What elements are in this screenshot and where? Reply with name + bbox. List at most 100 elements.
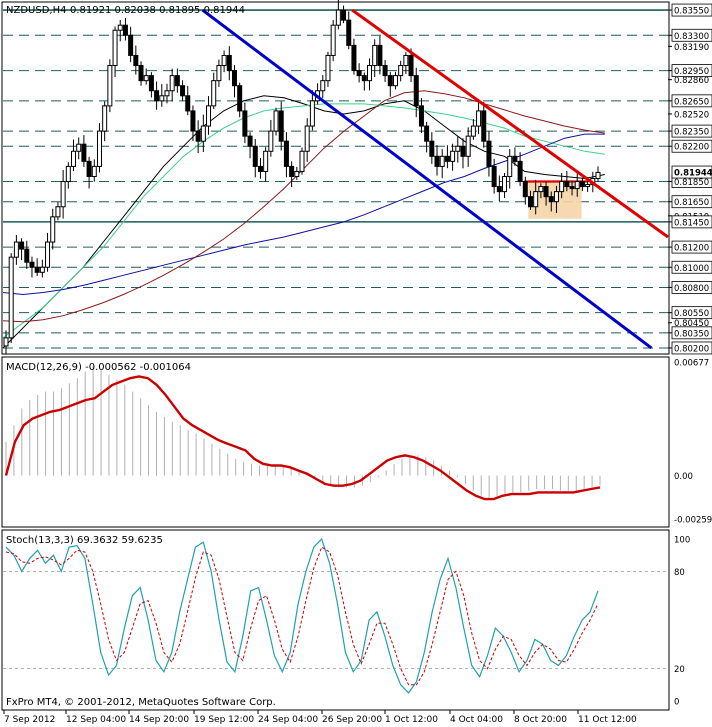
candle-body	[247, 135, 253, 147]
candle-body	[341, 9, 347, 21]
candle-body	[154, 90, 160, 102]
candle-body	[122, 24, 128, 36]
stoch-tick-label: 0	[674, 698, 679, 708]
price-tick-label: 0.81200	[674, 244, 709, 254]
candle-body	[387, 75, 393, 87]
candle-body	[86, 160, 92, 177]
candle-body	[289, 165, 295, 177]
candle-body	[325, 54, 331, 82]
candle-body	[294, 170, 300, 177]
candle-body	[164, 90, 170, 97]
candle-body	[112, 29, 118, 67]
candle-body	[330, 24, 336, 56]
candle-body	[19, 241, 25, 250]
price-tick-label: 0.82860	[674, 76, 709, 86]
time-tick-label: 24 Sep 04:00	[258, 715, 318, 725]
moving-average-ma_black	[2, 95, 605, 349]
candle-body	[579, 181, 585, 188]
price-tick-label: 0.82520	[674, 110, 709, 120]
candle-body	[429, 140, 435, 157]
candle-body	[185, 95, 191, 112]
price-tick-label: 0.81650	[674, 198, 709, 208]
candle-body	[392, 75, 398, 87]
current-price-box	[671, 165, 712, 179]
stoch-tick-label: 100	[674, 536, 690, 546]
candle-body	[517, 160, 523, 183]
candle-body	[200, 125, 206, 142]
moving-average-ma_green	[2, 103, 605, 339]
candle-body	[159, 95, 165, 102]
candle-body	[107, 65, 113, 107]
candle-body	[309, 100, 315, 127]
candle-body	[522, 181, 528, 198]
time-tick-label: 12 Sep 04:00	[66, 715, 126, 725]
time-tick-label: 4 Oct 04:00	[450, 715, 503, 725]
price-tick-label: 0.81850	[674, 178, 709, 188]
candle-body	[595, 171, 601, 180]
candle-body	[585, 184, 591, 188]
candle-body	[496, 186, 502, 193]
candle-body	[3, 337, 9, 347]
time-tick-label: 14 Sep 20:00	[129, 715, 189, 725]
candle-body	[252, 145, 258, 167]
stoch-tick-label: 20	[674, 665, 685, 675]
symbol-label: NZDUSD,H4	[6, 5, 66, 16]
price-tick-label: 0.81000	[674, 264, 709, 274]
candle-body	[91, 165, 97, 177]
candle-body	[268, 130, 274, 152]
candle-body	[143, 75, 149, 82]
macd-tick-label: 0.00	[674, 472, 693, 482]
candle-body	[231, 70, 237, 87]
price-tick-label: 0.80800	[674, 284, 709, 294]
macd-tick-label: -0.00259	[674, 516, 712, 526]
candle-body	[60, 181, 66, 208]
candle-body	[444, 155, 450, 162]
candle-body	[320, 80, 326, 92]
candle-body	[460, 145, 466, 157]
candle-body	[470, 125, 476, 137]
price-tag-box	[671, 139, 712, 153]
candle-body	[507, 155, 513, 177]
time-axis: 7 Sep 2012 12 Sep 04:00 14 Sep 20:00 19 Sep…	[3, 710, 637, 725]
candle-body	[257, 165, 263, 172]
price-tag-box	[671, 215, 712, 229]
candle-body	[335, 9, 341, 26]
candle-body	[39, 266, 45, 273]
trendline-layer	[201, 8, 669, 350]
time-tick-label: 26 Sep 20:00	[322, 715, 382, 725]
candle-body	[491, 165, 497, 188]
price-tag-box	[671, 3, 712, 17]
stoch-layer	[3, 537, 668, 694]
moving-average-ma_blue	[2, 133, 605, 296]
candle-body	[55, 206, 61, 218]
macd-axis: 0.00677 0.00 -0.00259	[674, 358, 712, 525]
stoch-axis: 100 80 20 0	[674, 536, 690, 708]
price-tag-box	[671, 306, 712, 320]
price-tick-label: 0.82650	[674, 97, 709, 107]
stoch-tick-label: 80	[674, 568, 685, 578]
candle-body	[169, 75, 175, 92]
candle-body	[8, 256, 14, 339]
price-tick-label: 0.80450	[674, 319, 709, 329]
candle-body	[211, 80, 217, 107]
candle-body	[283, 140, 289, 167]
price-tick-label: 0.80350	[674, 329, 709, 339]
candle-body	[76, 143, 82, 152]
candle-body	[278, 110, 284, 142]
candle-body	[403, 54, 409, 67]
time-tick-label: 19 Sep 12:00	[194, 715, 254, 725]
candle-body	[367, 65, 373, 82]
macd-layer	[4, 366, 601, 501]
candle-body	[45, 241, 51, 268]
price-tick-label: 0.83190	[674, 43, 709, 53]
candle-body	[439, 155, 445, 167]
candle-body	[237, 85, 243, 112]
price-tag-box	[671, 195, 712, 209]
candle-body	[486, 140, 492, 167]
candle-body	[450, 150, 456, 162]
price-tag-box	[671, 281, 712, 294]
candle-body	[29, 261, 35, 268]
candle-body	[102, 105, 108, 132]
